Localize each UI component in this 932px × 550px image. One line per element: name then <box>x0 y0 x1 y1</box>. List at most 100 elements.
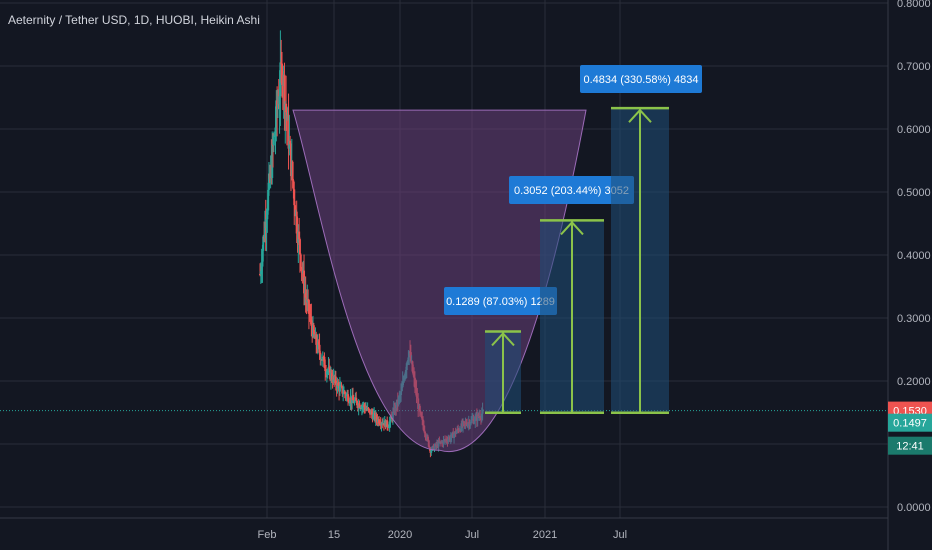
candle-body <box>345 394 348 397</box>
target-label-bg <box>509 176 634 204</box>
candle-body <box>287 114 290 149</box>
target-label-bg <box>580 65 702 93</box>
candle-body <box>389 416 392 422</box>
candle-body <box>364 407 367 411</box>
candle-body <box>321 356 324 361</box>
candle-body <box>303 270 306 294</box>
candle-body <box>289 144 292 177</box>
price-tick-label: 0.2000 <box>897 376 931 388</box>
candle-body <box>372 414 375 420</box>
candle-body <box>293 189 296 206</box>
candle-body <box>316 341 319 350</box>
candle-body <box>309 315 312 317</box>
candle-body <box>348 402 351 404</box>
candle-body <box>328 367 331 369</box>
candle-body <box>279 62 282 97</box>
candle-body <box>323 356 326 368</box>
candle-body <box>365 408 368 410</box>
candle-body <box>260 266 263 272</box>
candle-body <box>353 400 356 403</box>
candle-body <box>347 394 350 402</box>
candle-body <box>355 397 358 401</box>
candle-body <box>360 406 363 409</box>
candle-body <box>386 420 389 427</box>
target-arrow-head <box>491 332 515 347</box>
current-price-tag-bg <box>888 413 932 432</box>
candle-body <box>318 344 321 353</box>
candle-body <box>295 211 298 234</box>
candle-body <box>280 62 283 64</box>
candle-body <box>307 300 310 314</box>
price-tick-label: 0.8000 <box>897 0 931 10</box>
candle-body <box>361 406 364 408</box>
price-tick-label: 0.6000 <box>897 124 931 136</box>
candle-body <box>300 267 303 270</box>
candle-body <box>308 313 311 316</box>
time-tick-label: 2020 <box>388 529 412 541</box>
candle-body <box>259 271 262 275</box>
target-measures: 0.1289 (87.03%) 1289 0.3052 (203.44%) 305… <box>444 65 702 414</box>
candle-body <box>363 404 366 408</box>
time-tick-label: Jul <box>465 529 479 541</box>
candle-body <box>289 140 292 145</box>
candle-body <box>387 427 390 429</box>
candle-body <box>298 239 301 255</box>
price-tick-label: 0.4000 <box>897 250 931 262</box>
candle-body <box>265 219 268 229</box>
candle-body <box>267 173 270 190</box>
candle-body <box>358 403 361 408</box>
candle-body <box>317 341 320 345</box>
candle-body <box>337 382 340 386</box>
candle-body <box>262 236 265 251</box>
candle-body <box>299 254 302 268</box>
candle-body <box>351 395 354 401</box>
candle-body <box>370 411 373 415</box>
candle-body <box>343 391 346 394</box>
candle-body <box>378 419 381 424</box>
candle-body <box>291 161 294 181</box>
candle-body <box>356 400 359 406</box>
candle-body <box>298 231 301 240</box>
candle-body <box>283 74 286 112</box>
countdown-tag-bg <box>888 436 932 455</box>
candle-body <box>263 221 266 239</box>
price-tick-label: 0.0000 <box>897 502 931 514</box>
candle-body <box>367 407 370 410</box>
candle-body <box>430 450 433 453</box>
candle-body <box>330 373 333 380</box>
candle-body <box>278 96 281 105</box>
price-axis[interactable]: 0.00000.10000.20000.30000.40000.50000.60… <box>887 0 931 550</box>
candle-body <box>368 409 371 411</box>
time-tick-label: Jul <box>613 529 627 541</box>
candle-body <box>338 385 341 392</box>
candle-body <box>341 386 344 394</box>
target-arrow-head <box>560 220 584 236</box>
candle-body <box>325 371 328 375</box>
candle-body <box>288 140 291 149</box>
current-price-tag: 0.1497 <box>893 418 927 430</box>
candle-body <box>259 273 261 275</box>
candle-body <box>275 100 278 128</box>
candle-body <box>261 250 264 267</box>
candle-body <box>266 210 269 220</box>
candle-body <box>326 370 329 372</box>
price-tick-label: 0.3000 <box>897 313 931 325</box>
target-label: 0.4834 (330.58%) 4834 <box>584 74 699 86</box>
candle-body <box>267 189 270 211</box>
candle-body <box>319 352 322 360</box>
candle-body <box>336 382 339 389</box>
candle-body <box>281 63 284 85</box>
candle-body <box>312 325 315 335</box>
candle-body <box>334 376 337 385</box>
time-axis[interactable]: Feb 15 2020 Jul 2021 Jul <box>0 517 888 541</box>
chart-title: Aeternity / Tether USD, 1D, HUOBI, Heiki… <box>8 13 260 27</box>
target-arrow-head <box>628 108 652 123</box>
candle-body <box>327 367 330 371</box>
candle-body <box>274 127 277 135</box>
candle-body <box>304 292 307 298</box>
target-label-bg <box>444 287 557 315</box>
price-tick-label: 0.7000 <box>897 61 931 73</box>
time-tick-label: 2021 <box>533 529 557 541</box>
